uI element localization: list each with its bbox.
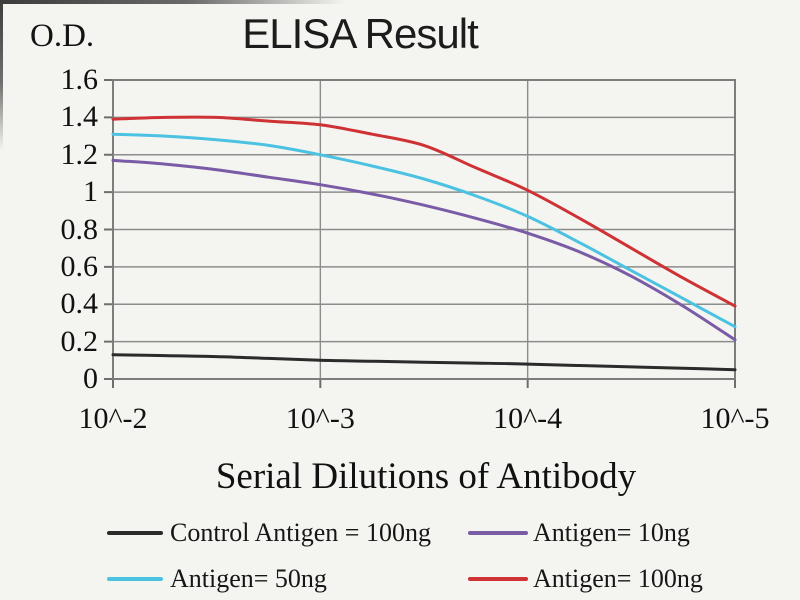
x-tick-label: 10^-5 xyxy=(700,402,770,435)
y-tick-label: 1 xyxy=(83,175,98,209)
legend-line-swatch xyxy=(107,577,163,581)
series-curve xyxy=(111,115,737,308)
legend-item-label: Antigen= 50ng xyxy=(170,564,327,593)
y-axis-unit-label: O.D. xyxy=(30,18,95,54)
series-curve xyxy=(111,158,737,342)
x-tick-label: 10^-3 xyxy=(285,402,355,435)
y-tick-label: 0.8 xyxy=(60,212,99,246)
y-tick-label: 1.4 xyxy=(60,100,99,134)
legend-line-swatch xyxy=(107,531,163,535)
y-tick-label: 0.6 xyxy=(60,249,99,283)
legend-item-label: Antigen= 100ng xyxy=(533,564,703,593)
legend-line-swatch xyxy=(468,531,528,535)
plot-border xyxy=(112,79,736,380)
legend-item-label: Antigen= 10ng xyxy=(533,518,690,547)
x-axis-title: Serial Dilutions of Antibody xyxy=(215,456,637,497)
y-tick-label: 0.4 xyxy=(60,287,99,321)
photo-edge-left xyxy=(0,0,3,150)
x-tick-label: 10^-2 xyxy=(78,402,148,435)
legend-item-label: Control Antigen = 100ng xyxy=(170,518,431,547)
y-tick-label: 0.2 xyxy=(60,324,99,358)
x-tick-label: 10^-4 xyxy=(493,402,563,435)
series-curve xyxy=(111,353,737,372)
y-tick-label: 1.6 xyxy=(60,63,99,96)
y-tick-label: 0 xyxy=(83,362,98,395)
legend-line-swatch xyxy=(468,577,528,581)
photo-edge-top xyxy=(0,0,345,4)
chart-title: ELISA Result xyxy=(242,10,478,57)
y-tick-label: 1.2 xyxy=(60,137,99,171)
series-curve xyxy=(111,132,737,329)
